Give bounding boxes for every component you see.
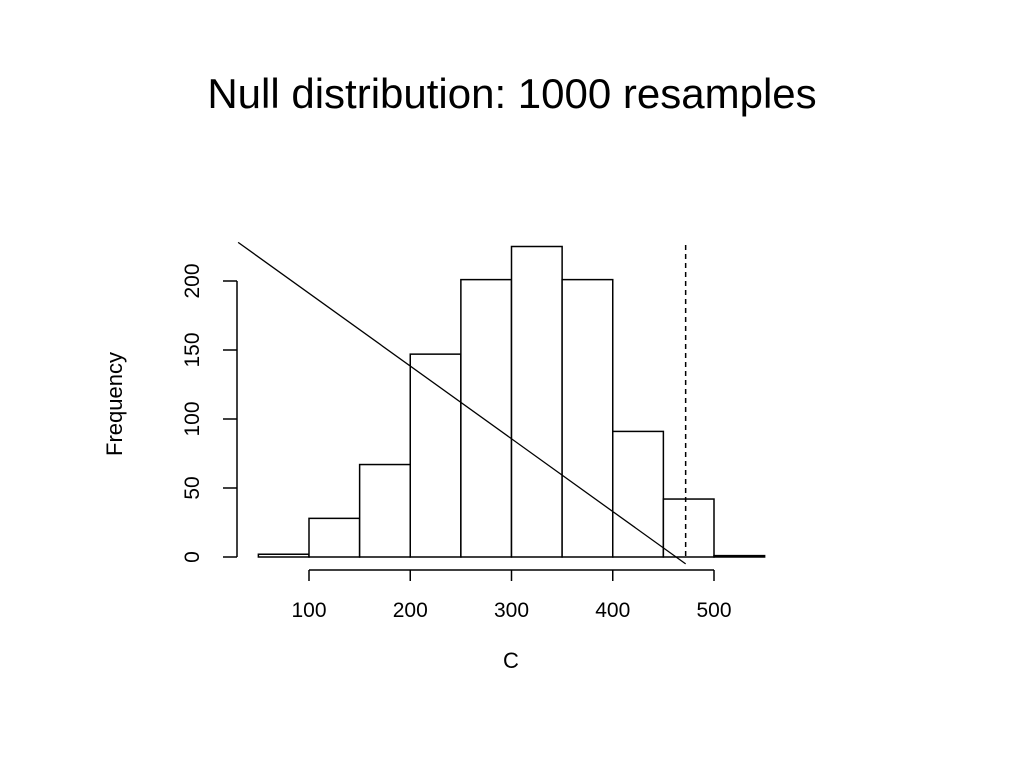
x-tick-label: 100 (291, 599, 326, 622)
histogram-bars (257, 245, 766, 558)
histogram-bar (612, 430, 665, 558)
histogram-bar (510, 245, 563, 558)
y-tick-label: 200 (181, 263, 204, 298)
x-axis-label: C (503, 648, 519, 673)
y-tick-label: 0 (181, 551, 204, 563)
x-tick-label: 200 (393, 599, 428, 622)
histogram-bar (358, 463, 411, 558)
diagonal-line (237, 241, 687, 565)
x-tick-label: 400 (595, 599, 630, 622)
histogram-bar (308, 517, 361, 558)
y-tick-label: 150 (181, 332, 204, 367)
chart-title: Null distribution: 1000 resamples (207, 70, 817, 117)
y-axis: 0 50 100 150 200 (181, 263, 238, 563)
overlay-lines (237, 241, 687, 565)
x-axis: 100 200 300 400 500 (291, 569, 732, 622)
histogram-bar (409, 353, 462, 558)
histogram-bar (460, 278, 513, 558)
y-tick-label: 100 (181, 401, 204, 436)
histogram-bar (713, 554, 766, 558)
histogram-bar (561, 278, 614, 558)
histogram-bar (662, 498, 715, 558)
x-tick-label: 300 (494, 599, 529, 622)
histogram-bar (257, 553, 310, 558)
y-axis-label: Frequency (102, 352, 127, 456)
x-tick-label: 500 (696, 599, 731, 622)
y-tick-label: 50 (181, 476, 204, 499)
